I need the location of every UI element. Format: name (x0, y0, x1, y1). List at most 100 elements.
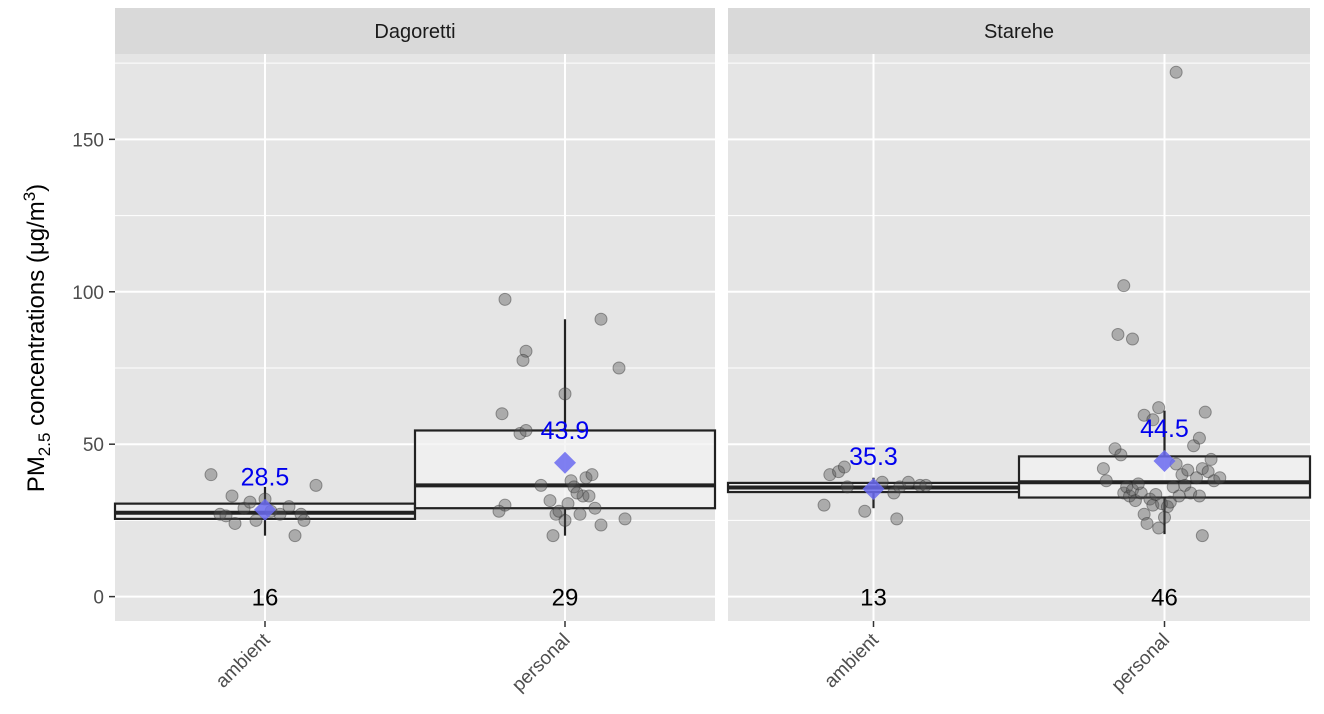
y-axis-label-superscript: 3 (20, 192, 39, 201)
data-point (618, 512, 632, 526)
data-point (585, 468, 599, 482)
data-point (1181, 463, 1195, 477)
data-point (1140, 516, 1154, 530)
data-point (1146, 498, 1160, 512)
data-point (1190, 471, 1204, 485)
data-point (1158, 510, 1171, 524)
data-point (1111, 327, 1125, 341)
data-point (561, 497, 575, 511)
mean-marker (862, 478, 885, 501)
data-point (1172, 489, 1186, 503)
data-point (1128, 494, 1142, 508)
count-label: 13 (860, 585, 887, 612)
data-point (1152, 521, 1166, 535)
data-point (1178, 478, 1192, 492)
data-point (1149, 487, 1163, 501)
facet-panel: Dagoretti 28.5 16 ambient 43.9 29 personal (113, 8, 717, 696)
panel-background (115, 54, 715, 621)
data-point (576, 489, 590, 503)
y-axis: 0 50 100 150 (72, 130, 115, 609)
mean-label: 44.5 (1140, 415, 1189, 443)
data-point (288, 529, 302, 543)
mean-marker (1153, 449, 1176, 472)
group-personal: 44.5 46 personal (1017, 65, 1312, 696)
mean-marker (254, 498, 276, 521)
data-point (498, 292, 512, 306)
data-point (887, 486, 901, 500)
data-point (552, 504, 566, 518)
y-axis-label-suffix: ) (23, 184, 50, 192)
data-point (282, 500, 296, 514)
data-point (919, 478, 933, 492)
data-point (249, 513, 263, 527)
data-point (243, 495, 257, 509)
data-point (890, 512, 904, 526)
data-point (588, 501, 602, 515)
data-point (519, 344, 533, 358)
data-point (1163, 495, 1177, 509)
data-point (1155, 497, 1169, 511)
data-point (1204, 452, 1218, 466)
data-point (1125, 332, 1139, 346)
data-point (1123, 489, 1137, 503)
data-point (492, 504, 506, 518)
data-point (558, 387, 572, 401)
data-point (273, 507, 287, 521)
data-point (594, 518, 608, 532)
data-point (534, 478, 548, 492)
facet-title: Starehe (984, 21, 1054, 43)
data-point (1099, 474, 1113, 488)
y-axis-label-middle: concentrations (μg/m (23, 201, 50, 432)
mean-label: 35.3 (849, 443, 898, 471)
data-point (1175, 468, 1189, 482)
data-point (913, 478, 927, 492)
data-point (1134, 486, 1148, 500)
data-point (1120, 480, 1134, 494)
facet-panels: Dagoretti28.516ambient43.929personalStar… (113, 8, 1312, 696)
data-point (901, 475, 915, 489)
y-axis-label: PM2.5 concentrations (μg/m3) (20, 184, 54, 492)
data-point (1192, 431, 1206, 445)
data-point (519, 423, 533, 437)
x-tick-label: ambient (820, 629, 883, 692)
data-point (1131, 477, 1145, 491)
data-point (294, 507, 308, 521)
data-point (840, 480, 854, 494)
data-point (1207, 474, 1221, 488)
data-point (228, 516, 242, 530)
panel-background (728, 54, 1310, 621)
data-point (573, 507, 587, 521)
data-point (1152, 401, 1166, 415)
data-point (1195, 462, 1209, 476)
x-tick-label: personal (1108, 630, 1174, 696)
data-point (893, 480, 907, 494)
data-point (579, 471, 593, 485)
data-point (1096, 462, 1110, 476)
data-point (1117, 486, 1131, 500)
data-point (309, 478, 323, 492)
data-point (1108, 442, 1122, 456)
x-tick-label: personal (508, 630, 574, 696)
data-point (495, 407, 509, 421)
data-point (594, 312, 608, 326)
y-axis-label-prefix: PM (23, 456, 50, 492)
y-tick-label: 150 (72, 130, 104, 151)
y-tick-label: 50 (83, 435, 104, 456)
data-point (567, 480, 581, 494)
data-point (564, 474, 578, 488)
data-point (558, 513, 572, 527)
data-point (1137, 408, 1151, 422)
data-point (612, 361, 626, 375)
facet-strip (728, 8, 1310, 54)
data-point (297, 513, 311, 527)
data-point (549, 507, 563, 521)
data-point (516, 353, 530, 367)
data-point (213, 507, 227, 521)
data-point (1169, 65, 1183, 79)
data-point (858, 504, 872, 518)
data-point (204, 468, 218, 482)
data-point (225, 489, 239, 503)
facet-panel: Starehe 35.3 13 ambient 44.5 46 personal (726, 8, 1312, 696)
mean-label: 28.5 (241, 464, 290, 492)
data-point (1213, 471, 1227, 485)
